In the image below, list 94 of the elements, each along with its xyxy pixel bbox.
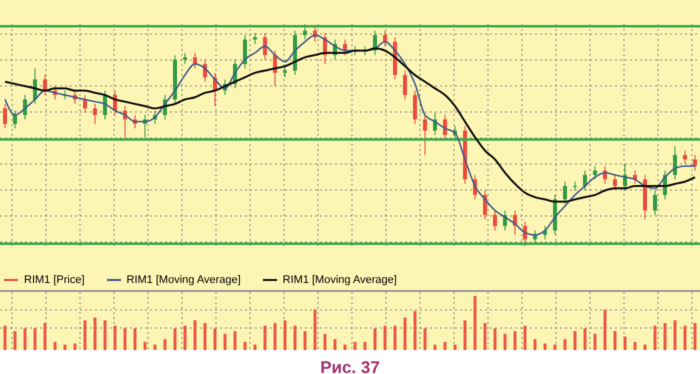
bar (14, 331, 16, 350)
bar (644, 344, 646, 350)
candlestick (403, 70, 407, 100)
bar (544, 344, 546, 350)
bar (614, 331, 616, 350)
candlestick (673, 146, 677, 180)
legend-label: RIM1 [Price] (24, 274, 85, 286)
candlestick (533, 230, 537, 244)
bar (434, 344, 436, 350)
bar (514, 331, 516, 350)
candlestick (593, 166, 597, 180)
bar (24, 328, 26, 350)
bar (504, 334, 506, 350)
candlestick (83, 94, 87, 114)
bar (144, 342, 146, 350)
bar (494, 328, 496, 350)
candlestick (613, 174, 617, 191)
bar (244, 342, 246, 350)
candlestick (683, 150, 687, 164)
bar (474, 296, 476, 350)
bar (374, 328, 376, 350)
bar (204, 323, 206, 350)
bar (654, 326, 656, 350)
candlestick (693, 154, 697, 172)
bar (314, 310, 316, 350)
bar (394, 326, 396, 350)
bar (604, 310, 606, 350)
bar (294, 326, 296, 350)
bar (684, 326, 686, 350)
bar (224, 334, 226, 350)
bar (334, 339, 336, 350)
candlestick (563, 181, 567, 204)
bar (274, 323, 276, 350)
legend-label: RIM1 [Moving Average] (282, 274, 397, 286)
bar (554, 344, 556, 350)
legend-label: RIM1 [Moving Average] (126, 274, 241, 286)
candlestick (303, 24, 307, 40)
bar (524, 326, 526, 350)
bar (194, 320, 196, 350)
bar (694, 323, 696, 350)
bar (164, 339, 166, 350)
bar (674, 320, 676, 350)
bar (64, 344, 66, 350)
bar (664, 323, 666, 350)
bar (184, 326, 186, 350)
bar (324, 334, 326, 350)
bar (484, 323, 486, 350)
bar (424, 328, 426, 350)
bar (104, 320, 106, 350)
bar (414, 311, 416, 350)
bar (454, 344, 456, 350)
candlestick (653, 190, 657, 216)
candlestick (3, 103, 7, 129)
bar (154, 344, 156, 350)
bar (344, 344, 346, 350)
text: Рис. 37 (319, 358, 381, 374)
bar (624, 336, 626, 350)
bar (574, 331, 576, 350)
bar (584, 328, 586, 350)
candlestick (383, 30, 387, 47)
candlestick (13, 110, 17, 129)
candlestick (283, 66, 287, 78)
candlestick (93, 103, 97, 124)
candlestick (493, 210, 497, 231)
bar (134, 328, 136, 350)
bar (34, 328, 36, 350)
bar (124, 328, 126, 350)
bar (534, 339, 536, 350)
bar (564, 339, 566, 350)
bar (404, 318, 406, 350)
bar (384, 326, 386, 350)
bar (234, 331, 236, 350)
bar (594, 334, 596, 350)
bar (304, 331, 306, 350)
bar (84, 320, 86, 350)
bar (214, 328, 216, 350)
bar (74, 344, 76, 350)
bar (174, 328, 176, 350)
bar (4, 326, 6, 350)
bar (634, 342, 636, 350)
bar (54, 342, 56, 350)
bar (114, 326, 116, 350)
bar (464, 320, 466, 350)
candlestick (43, 74, 47, 96)
bar (364, 342, 366, 350)
bar (254, 344, 256, 350)
bar (94, 318, 96, 350)
bar (264, 326, 266, 350)
bar (354, 342, 356, 350)
bar (284, 320, 286, 350)
bar (44, 323, 46, 350)
bar (444, 342, 446, 350)
candlestick (423, 114, 427, 156)
candlestick (583, 170, 587, 191)
